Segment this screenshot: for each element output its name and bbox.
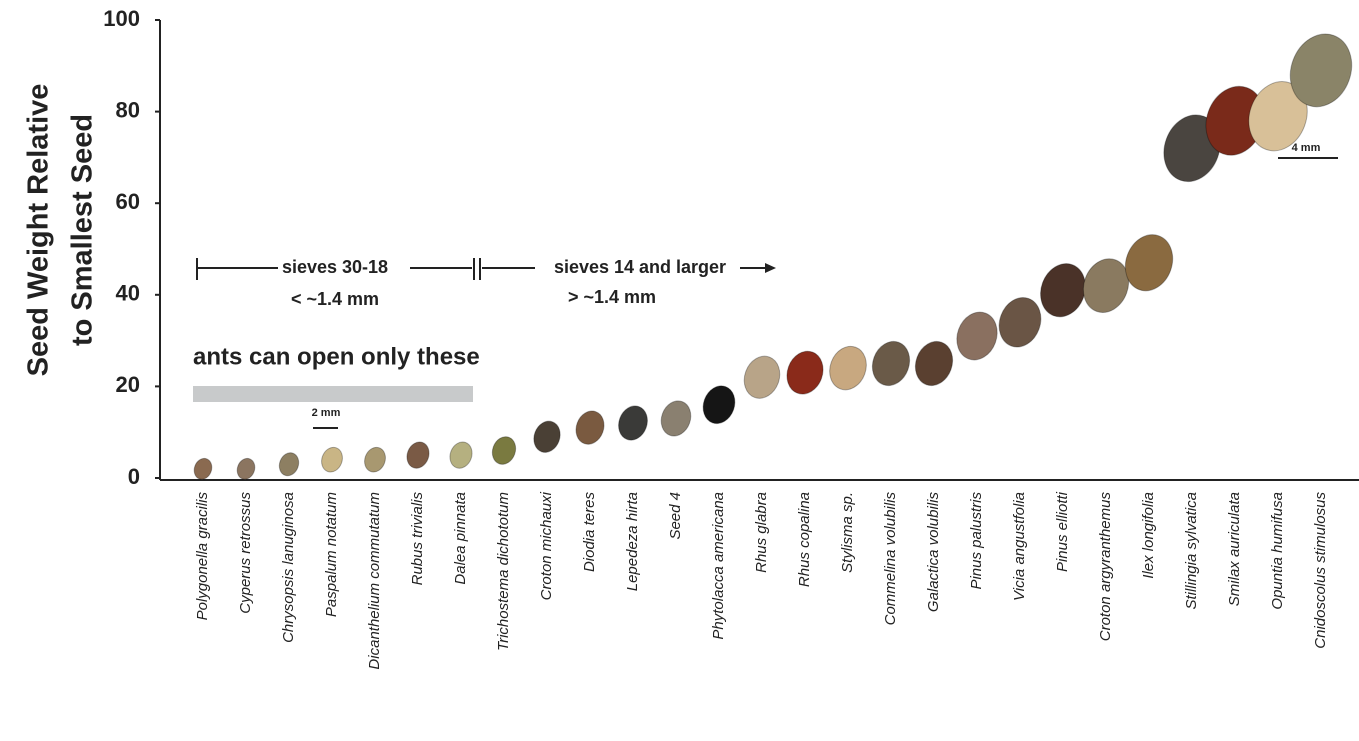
seed xyxy=(829,345,867,391)
annotation: 2 mm xyxy=(312,407,341,419)
x-tick-label: Smilax auriculata xyxy=(1226,492,1243,606)
seed xyxy=(1289,33,1353,108)
x-tick-label: Rhus copalina xyxy=(796,492,813,587)
x-tick-label: Opuntia humifusa xyxy=(1269,492,1286,610)
x-tick-label: Galactica volubilis xyxy=(925,492,942,613)
y-tick-label: 40 xyxy=(116,281,140,306)
seed xyxy=(1124,234,1174,292)
y-axis-label: Seed Weight Relative xyxy=(23,84,55,377)
seed xyxy=(449,441,473,469)
seed xyxy=(786,350,824,395)
x-tick-label: Stillingia sylvatica xyxy=(1183,492,1200,610)
x-tick-label: Croton michauxi xyxy=(538,491,555,600)
x-tick-label: Lepedeza hirta xyxy=(624,492,641,591)
seed xyxy=(743,355,781,399)
x-tick-label: Pinus elliotti xyxy=(1054,491,1071,572)
seed xyxy=(1040,263,1086,318)
annotation: ants can open only these xyxy=(193,343,480,370)
x-tick-label: Trichostema dichototum xyxy=(495,492,512,651)
annotation: > ~1.4 mm xyxy=(568,287,656,307)
x-tick-label: Dalea pinnata xyxy=(452,492,469,585)
x-tick-label: Stylisma sp. xyxy=(839,492,856,573)
x-tick-label: Diodia teres xyxy=(581,492,598,573)
x-tick-label: Rhus glabra xyxy=(753,492,770,573)
sieve-brackets xyxy=(196,258,776,280)
seed xyxy=(660,400,692,437)
ants-bar xyxy=(193,386,473,402)
seed xyxy=(533,420,561,453)
annotation: 4 mm xyxy=(1292,142,1321,154)
annotation: sieves 14 and larger xyxy=(554,257,726,277)
seed xyxy=(406,441,430,469)
x-tick-label: Seed 4 xyxy=(667,492,684,540)
x-tick-label: Phytolacca americana xyxy=(710,492,727,640)
y-axis-label: to Smallest Seed xyxy=(67,114,99,346)
y-tick-label: 0 xyxy=(128,464,140,489)
seed xyxy=(1248,81,1308,152)
x-tick-label: Chrysopsis lanuginosa xyxy=(280,492,297,643)
x-tick-label: Commelina volubilis xyxy=(882,492,899,626)
seed xyxy=(956,311,998,361)
x-tick-label: Cyperus retrossus xyxy=(237,492,254,614)
x-tick-label: Pinus palustris xyxy=(968,492,985,590)
x-tick-label: Croton argyranthemus xyxy=(1097,492,1114,642)
annotation: < ~1.4 mm xyxy=(291,289,379,309)
seed xyxy=(364,446,386,473)
x-tick-label: Ilex longifolia xyxy=(1140,492,1157,579)
seed xyxy=(491,436,517,465)
seed xyxy=(193,457,213,480)
seed xyxy=(618,405,648,441)
y-tick-label: 80 xyxy=(116,97,140,122)
seed xyxy=(321,446,343,473)
x-tick-label: Cnidoscolus stimulosus xyxy=(1312,492,1329,649)
seed xyxy=(914,340,954,387)
y-tick-label: 20 xyxy=(116,372,140,397)
seed xyxy=(236,457,256,480)
seed xyxy=(998,297,1042,348)
x-tick-label: Dicanthelium commutatum xyxy=(366,492,383,670)
seed xyxy=(871,340,911,387)
annotation: sieves 30-18 xyxy=(282,257,388,277)
x-tick-label: Vicia angustfolia xyxy=(1011,492,1028,601)
y-tick-label: 100 xyxy=(103,6,140,31)
x-tick-label: Polygonella gracilis xyxy=(194,492,211,621)
seed xyxy=(1163,114,1221,183)
x-tick-label: Rubus trivialis xyxy=(409,492,426,586)
seed xyxy=(702,385,736,425)
seed xyxy=(1082,258,1130,313)
seed xyxy=(278,452,300,477)
x-tick-label: Paspalum notatum xyxy=(323,492,340,617)
seed xyxy=(575,410,605,445)
y-tick-label: 60 xyxy=(116,189,140,214)
